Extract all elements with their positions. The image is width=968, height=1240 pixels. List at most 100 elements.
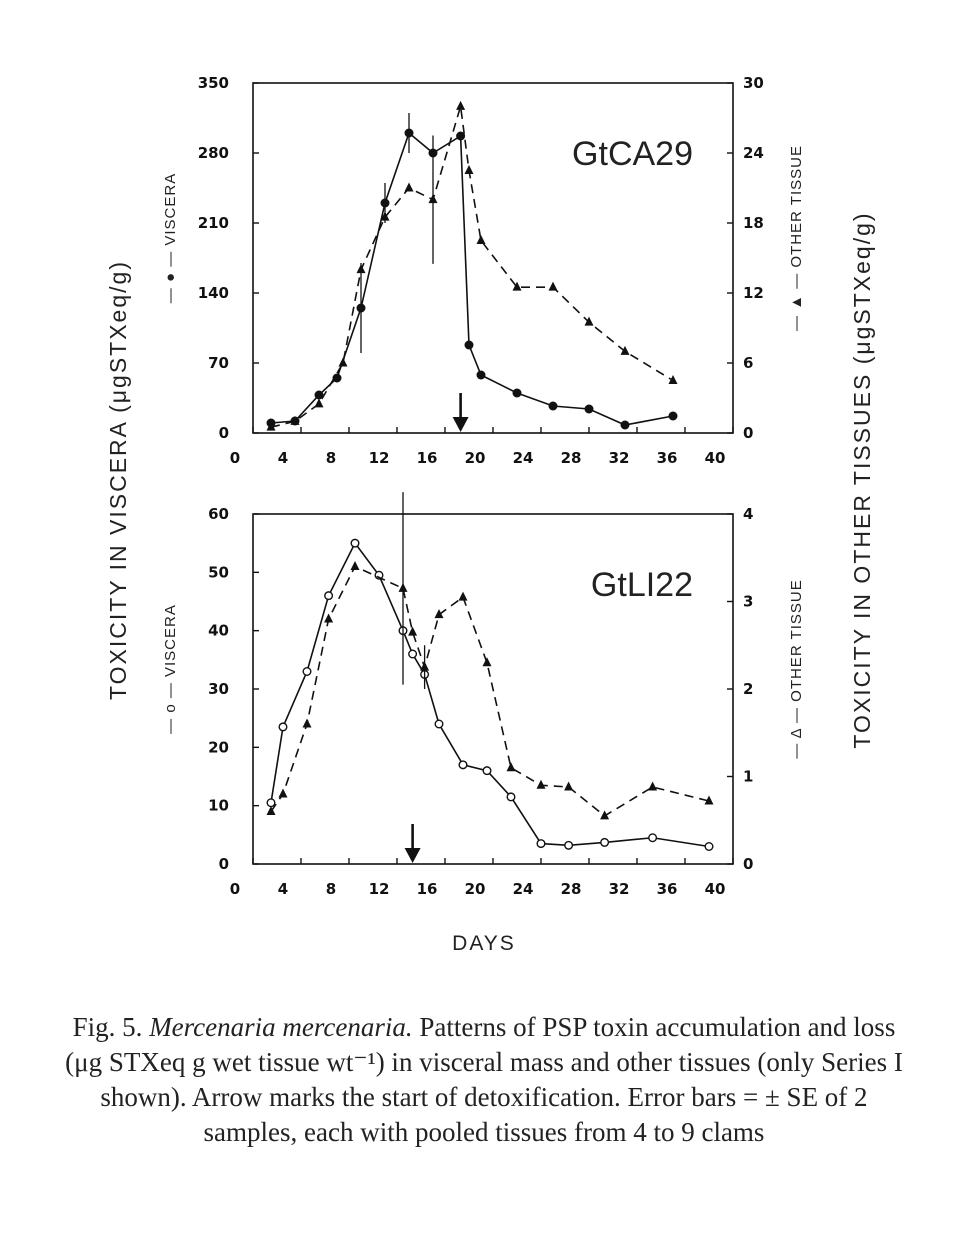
series-line-viscera bbox=[270, 131, 674, 426]
point-other-tissue bbox=[456, 100, 466, 110]
x-tick-label: 40 bbox=[705, 449, 726, 467]
point-viscera bbox=[404, 128, 414, 138]
y-right-tick-label: 2 bbox=[743, 680, 753, 698]
y-left-tick-label: 20 bbox=[208, 738, 229, 756]
point-viscera bbox=[456, 131, 466, 141]
y-left-tick-label: 40 bbox=[208, 622, 229, 640]
point-other-tissue bbox=[648, 781, 658, 791]
y-right-tick-label: 3 bbox=[743, 593, 753, 611]
x-tick-label: 4 bbox=[278, 449, 288, 467]
point-other-tissue bbox=[380, 211, 390, 221]
y-left-tick-label: 70 bbox=[208, 354, 229, 372]
panel-label: GtCA29 bbox=[572, 135, 693, 173]
point-other-tissue bbox=[620, 345, 630, 355]
y-left-tick-label: 30 bbox=[208, 680, 229, 698]
x-tick-label: 12 bbox=[369, 449, 390, 467]
y-left-tick-label: 0 bbox=[219, 855, 229, 873]
point-other-tissue bbox=[266, 421, 276, 431]
point-viscera bbox=[648, 833, 658, 843]
point-viscera bbox=[600, 837, 610, 847]
point-other-tissue bbox=[356, 264, 366, 274]
y-left-tick-label: 210 bbox=[198, 214, 229, 232]
point-other-tissue bbox=[548, 281, 558, 291]
x-tick-label: 36 bbox=[657, 880, 678, 898]
panel-label: GtLI22 bbox=[591, 566, 693, 604]
point-viscera bbox=[278, 722, 288, 732]
point-viscera bbox=[482, 766, 492, 776]
y-right-title: TOXICITY IN OTHER TISSUES (μgSTXeq/g) bbox=[849, 211, 875, 748]
series-line-viscera bbox=[270, 541, 710, 848]
y-right-tick-label: 18 bbox=[743, 214, 764, 232]
point-other-tissue bbox=[506, 762, 516, 772]
caption-text: Patterns of PSP toxin accumulation and l… bbox=[65, 1012, 903, 1147]
x-axis-title: DAYS bbox=[452, 932, 516, 955]
x-tick-label: 8 bbox=[326, 880, 336, 898]
point-viscera bbox=[536, 839, 546, 849]
point-other-tissue bbox=[512, 281, 522, 291]
point-other-tissue bbox=[434, 609, 444, 619]
figure-caption: Fig. 5. Mercenaria mercenaria. Patterns … bbox=[60, 1010, 908, 1150]
y-left-tick-label: 140 bbox=[198, 284, 229, 302]
point-viscera bbox=[464, 340, 474, 350]
x-tick-label: 24 bbox=[513, 449, 534, 467]
figure: 0 4 8 12 16 20 24 28 32 36 40070140210280350061218… bbox=[105, 74, 875, 955]
x-tick-label: 32 bbox=[609, 880, 630, 898]
series-line-other-tissue bbox=[270, 106, 674, 428]
point-other-tissue bbox=[398, 582, 408, 592]
detox-arrow-head bbox=[452, 417, 469, 432]
x-tick-label: 16 bbox=[417, 449, 438, 467]
detox-arrow-head bbox=[404, 848, 421, 863]
point-other-tissue bbox=[338, 357, 348, 367]
y-left-tick-label: 350 bbox=[198, 74, 229, 92]
caption-species: Mercenaria mercenaria. bbox=[149, 1012, 413, 1042]
point-viscera bbox=[668, 411, 678, 421]
point-other-tissue bbox=[404, 182, 414, 192]
x-tick-label: 28 bbox=[561, 880, 582, 898]
y-left-tick-label: 10 bbox=[208, 797, 229, 815]
x-tick-label: 32 bbox=[609, 449, 630, 467]
y-left-tick-label: 50 bbox=[208, 563, 229, 581]
x-tick-label: 4 bbox=[278, 880, 288, 898]
point-viscera bbox=[548, 401, 558, 411]
point-other-tissue bbox=[350, 561, 360, 570]
x-tick-label: 12 bbox=[369, 880, 390, 898]
point-other-tissue bbox=[266, 806, 276, 815]
point-other-tissue bbox=[278, 788, 288, 798]
point-other-tissue bbox=[704, 795, 714, 805]
point-other-tissue bbox=[302, 718, 312, 728]
panel-gtca29: 0 4 8 12 16 20 24 28 32 36 40 0 70 140 210 280 350 0 6 12 18… bbox=[162, 74, 805, 467]
point-viscera bbox=[512, 388, 522, 398]
point-other-tissue bbox=[668, 375, 678, 384]
y-left-title: TOXICITY IN VISCERA (μgSTXeq/g) bbox=[105, 260, 131, 700]
y-right-axis-label: — ▲ — OTHER TISSUE bbox=[788, 145, 805, 331]
x-tick-label: 40 bbox=[705, 880, 726, 898]
y-right-tick-label: 6 bbox=[743, 354, 753, 372]
x-tick-label: 8 bbox=[326, 449, 336, 467]
point-other-tissue bbox=[324, 613, 334, 623]
y-left-axis-label: — o — VISCERA bbox=[162, 604, 179, 734]
point-viscera bbox=[324, 591, 334, 601]
point-viscera bbox=[584, 404, 594, 414]
y-right-axis-label: — Δ — OTHER TISSUE bbox=[788, 579, 805, 758]
x-tick-label: 16 bbox=[417, 880, 438, 898]
point-viscera bbox=[356, 303, 366, 313]
point-viscera bbox=[458, 760, 468, 770]
y-left-tick-label: 280 bbox=[198, 144, 229, 162]
x-tick-label: 0 bbox=[230, 449, 240, 467]
x-tick-label: 24 bbox=[513, 880, 534, 898]
point-viscera bbox=[564, 840, 574, 850]
y-right-tick-label: 12 bbox=[743, 284, 764, 302]
point-other-tissue bbox=[408, 626, 418, 636]
point-viscera bbox=[408, 649, 418, 659]
point-other-tissue bbox=[600, 810, 610, 820]
x-tick-label: 0 bbox=[230, 880, 240, 898]
point-other-tissue bbox=[564, 781, 574, 791]
point-viscera bbox=[314, 390, 324, 400]
y-right-tick-label: 1 bbox=[743, 768, 753, 786]
point-other-tissue bbox=[420, 661, 430, 671]
caption-fig-label: Fig. 5. bbox=[72, 1012, 143, 1042]
point-other-tissue bbox=[584, 316, 594, 326]
point-other-tissue bbox=[290, 415, 300, 425]
point-other-tissue bbox=[458, 591, 468, 601]
panel-gtli22: 0 4 8 12 16 20 24 28 32 36 40010203040506001234GtL… bbox=[162, 492, 805, 898]
